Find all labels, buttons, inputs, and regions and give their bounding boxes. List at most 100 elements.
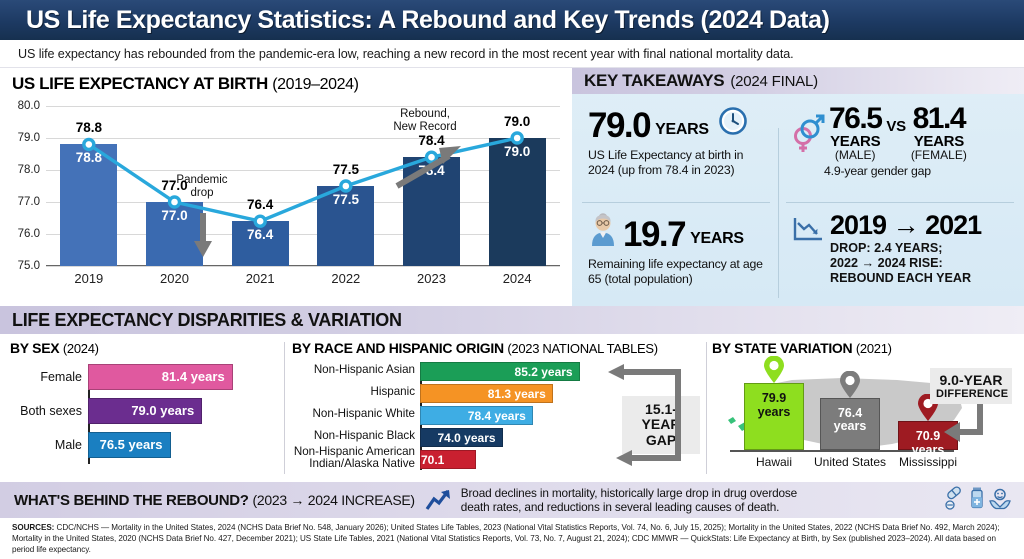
sources-block: SOURCES: CDC/NCHS — Mortality in the Uni… — [0, 518, 1024, 559]
x-axis-line — [46, 264, 560, 266]
x-axis-tick-label: 2021 — [245, 271, 275, 286]
chart-bar: 78.8 — [60, 144, 118, 266]
key-takeaways-grid: 79.0 YEARS US Life Expectancy at birth i… — [572, 94, 1024, 306]
by-race-bar: 74.0 years — [420, 428, 503, 447]
bar-top-value-label: 77.0 — [161, 178, 188, 193]
by-sex-block: BY SEX (2024) Female 81.4 years Both sexes… — [10, 340, 280, 468]
by-state-title-sub: (2021) — [855, 341, 892, 356]
bar-value-label: 76.4 — [247, 227, 274, 243]
gridline — [46, 234, 560, 235]
elderly-person-icon — [588, 212, 618, 251]
gap-callout-line1: 15.1-YEAR — [641, 401, 681, 433]
life-expectancy-chart-panel: US LIFE EXPECTANCY AT BIRTH (2019–2024) … — [0, 68, 572, 306]
by-race-bar: 81.3 years — [420, 384, 553, 403]
bar-top-value-label: 76.4 — [247, 197, 274, 213]
state-diff-line2: DIFFERENCE — [936, 388, 1009, 400]
by-race-row: Non-Hispanic Asian 85.2 years — [292, 362, 702, 381]
by-race-category-label: Non-Hispanic American Indian/Alaska Nativ… — [294, 445, 415, 471]
x-axis-tick-label: 2024 — [502, 271, 532, 286]
trend-line-marker — [167, 195, 182, 209]
by-state-bar-value: 76.4 years — [821, 405, 879, 435]
by-race-category-line: Indian/Alaska Native — [309, 457, 415, 471]
drop-headline: 2019 → 2021 — [830, 210, 982, 240]
key-takeaways-panel: KEY TAKEAWAYS (2024 FINAL) 79.0 YEARS — [572, 68, 1024, 306]
drop-line2: 2022 → 2024 RISE: — [830, 256, 943, 271]
kt-desc-age65: Remaining life expectancy at age 65 (tot… — [588, 257, 763, 286]
rebound-question-main: WHAT'S BEHIND THE REBOUND? — [14, 491, 249, 509]
kt-desc-life-expectancy: US Life Expectancy at birth in 2024 (up … — [588, 148, 744, 177]
state-diff-line1: 9.0-YEAR — [939, 372, 1003, 388]
male-stat: 76.5 YEARS (MALE) — [829, 102, 883, 162]
gap-bracket-arrows — [608, 364, 681, 466]
by-race-bar-value: 70.1 years — [421, 453, 453, 481]
trend-line-marker — [424, 150, 439, 164]
chart-title: US LIFE EXPECTANCY AT BIRTH (2019–2024) — [12, 74, 359, 94]
page-subtitle: US life expectancy has rebounded from th… — [18, 46, 794, 61]
x-axis-tick-label: 2023 — [417, 271, 446, 286]
state-difference-callout: 9.0-YEAR DIFFERENCE — [930, 368, 1012, 404]
key-takeaways-band-sub: (2024 FINAL) — [730, 72, 818, 90]
disparities-band-title: LIFE EXPECTANCY DISPARITIES & VARIATION — [12, 309, 402, 330]
by-race-row: Non-Hispanic American Indian/Alaska Nativ… — [292, 445, 702, 481]
by-state-value-line: years — [911, 442, 945, 457]
drop-rebound-text: 2019 → 2021 DROP: 2.4 YEARS; 2022 → 2024… — [830, 210, 982, 286]
by-race-row: Hispanic 81.3 years — [292, 384, 702, 403]
chart-bar: 76.4 — [231, 221, 289, 266]
by-sex-row: Female 81.4 years — [10, 364, 280, 390]
gridline — [46, 138, 560, 139]
female-unit: YEARS — [913, 133, 964, 150]
by-state-bar: 70.9 years — [898, 420, 958, 456]
by-race-bar: 78.4 years — [420, 406, 533, 425]
y-axis-tick-label: 80.0 — [17, 100, 40, 112]
clock-icon — [718, 106, 748, 141]
drop-line1: DROP: 2.4 YEARS; — [830, 241, 943, 255]
sources-text: CDC/NCHS — Mortality in the United State… — [12, 523, 1000, 555]
upward-arrow-icon — [425, 488, 453, 512]
by-sex-bar-value: 76.5 years — [99, 437, 163, 452]
annotation-pandemic-drop: Pandemic drop — [152, 174, 252, 200]
key-takeaways-band-title: KEY TAKEAWAYS — [584, 71, 725, 90]
by-race-category-label: Non-Hispanic Asian — [313, 363, 415, 376]
y-axis-tick-label: 76.0 — [17, 228, 40, 240]
kt-cell-drop-rebound: 2019 → 2021 DROP: 2.4 YEARS; 2022 → 2024… — [784, 206, 1020, 292]
map-pin-icon — [764, 355, 784, 383]
chart-bar: 77.5 — [317, 186, 375, 266]
by-sex-chart: Female 81.4 years Both sexes 79.0 years Male… — [10, 364, 280, 468]
trend-line-marker — [253, 214, 267, 228]
by-state-title-main: BY STATE VARIATION — [712, 340, 853, 356]
bar-value-label: 79.0 — [504, 144, 531, 159]
kt-cell-4-headline: 2019 → 2021 DROP: 2.4 YEARS; 2022 → 2024… — [792, 212, 1012, 286]
vs-label: VS — [886, 118, 906, 135]
female-value: 81.4 — [912, 102, 967, 135]
by-race-row: Non-Hispanic White 78.4 years — [292, 406, 702, 425]
male-value: 76.5 — [829, 102, 883, 135]
by-race-row: Non-Hispanic Black 74.0 years — [292, 428, 702, 447]
kt-cell-2-headline: 76.5 YEARS (MALE) VS 81.4 YEARS (FEMALE) — [792, 104, 1012, 162]
chart-title-years: (2019–2024) — [272, 76, 359, 93]
by-race-category-label: Hispanic — [371, 385, 415, 398]
by-state-value-line: 79.9 — [761, 390, 787, 405]
by-race-category-line: Non-Hispanic Asian — [313, 363, 415, 376]
annotation-rebound: Rebound, New Record — [370, 108, 480, 134]
rebound-band: WHAT'S BEHIND THE REBOUND? (2023 → 2024 … — [0, 482, 1024, 518]
by-race-title-main: BY RACE AND HISPANIC ORIGIN — [292, 340, 504, 356]
rebound-icon-group — [944, 485, 1012, 515]
bar-top-value-label: 79.0 — [504, 114, 531, 129]
disparities-body: BY SEX (2024) Female 81.4 years Both sexes… — [0, 334, 1024, 482]
gender-values-row: 76.5 YEARS (MALE) VS 81.4 YEARS (FEMALE) — [829, 104, 967, 162]
kt-value-79: 79.0 — [588, 106, 652, 145]
x-axis-tick-label: 2019 — [74, 271, 104, 286]
by-state-bar-value: 70.9 years — [899, 429, 957, 458]
gridline — [46, 266, 560, 267]
kt-value-19-7: 19.7 — [623, 215, 687, 254]
annotation-rebound-line1: Rebound, — [400, 108, 450, 120]
by-state-value-line: 76.4 — [837, 405, 863, 420]
by-sex-category-label: Male — [54, 438, 82, 452]
sources-paragraph: SOURCES: CDC/NCHS — Mortality in the Uni… — [12, 522, 1014, 555]
gridline — [46, 170, 560, 171]
disparities-sep-1 — [284, 342, 285, 474]
trend-line-marker — [82, 137, 96, 152]
chart-plot-area: 78.8 77.0 76.4 77.5 78.4 79.0 — [46, 106, 560, 267]
bar-value-label: 77.0 — [161, 208, 188, 223]
